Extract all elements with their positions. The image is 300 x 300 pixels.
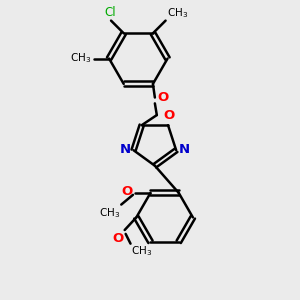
Text: O: O <box>112 232 124 245</box>
Text: CH$_3$: CH$_3$ <box>99 206 120 220</box>
Text: CH$_3$: CH$_3$ <box>167 6 188 20</box>
Text: N: N <box>179 143 190 156</box>
Text: O: O <box>158 91 169 104</box>
Text: O: O <box>164 109 175 122</box>
Text: O: O <box>122 185 133 198</box>
Text: N: N <box>119 143 130 156</box>
Text: CH$_3$: CH$_3$ <box>70 52 92 65</box>
Text: Cl: Cl <box>104 6 116 19</box>
Text: CH$_3$: CH$_3$ <box>131 244 153 258</box>
